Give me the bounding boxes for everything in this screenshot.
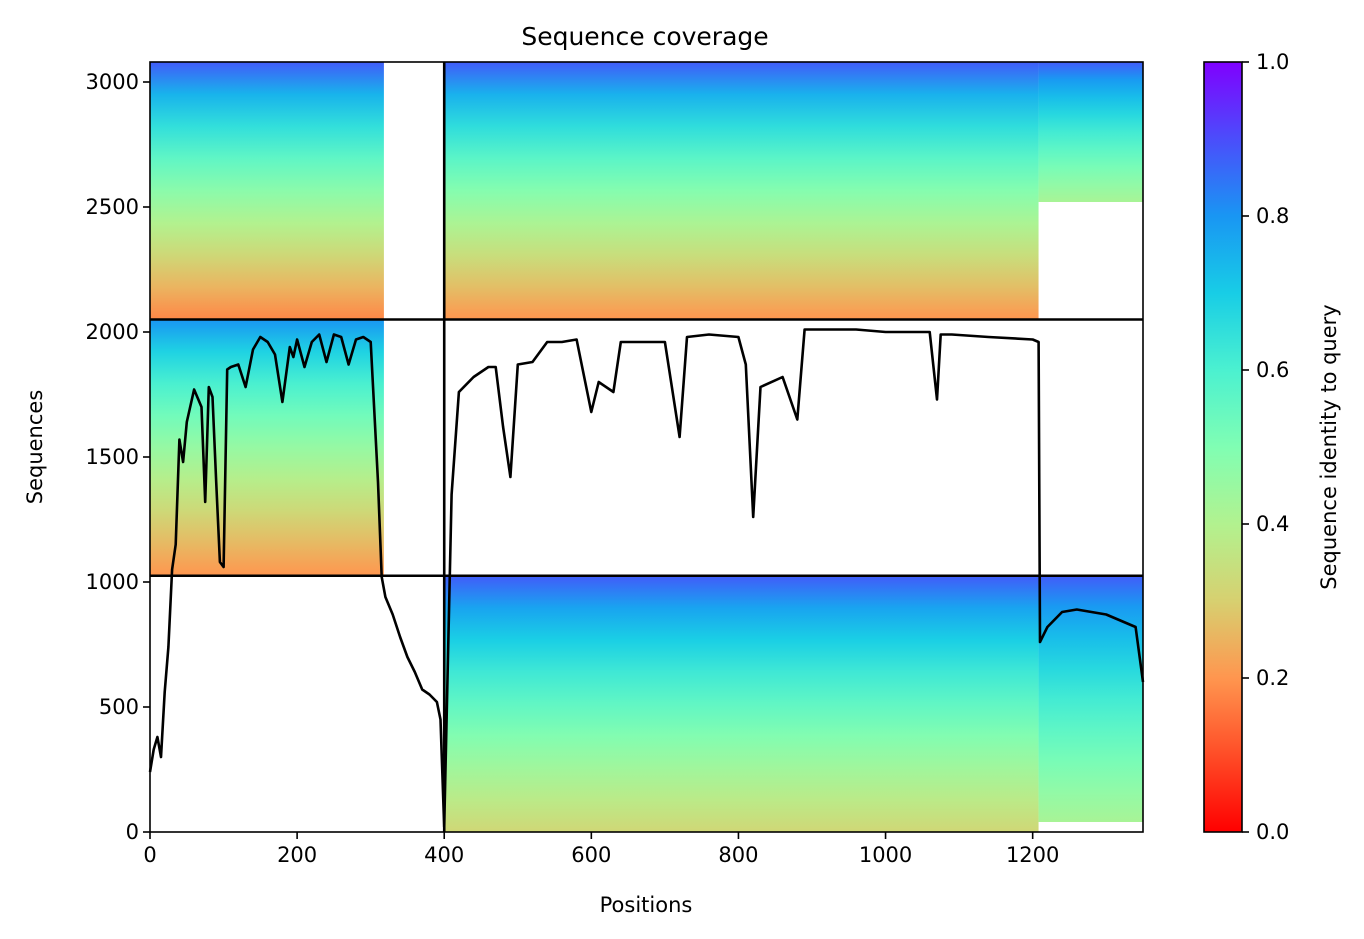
y-tick-label: 0 xyxy=(126,820,139,844)
y-tick-label: 2000 xyxy=(86,320,139,344)
coverage-line xyxy=(148,328,1145,829)
colorbar-tick-label: 0.8 xyxy=(1256,204,1289,228)
heatmap-block xyxy=(444,62,1039,320)
colorbar-tick-label: 0.0 xyxy=(1256,820,1289,844)
x-axis-label: Positions xyxy=(600,893,693,917)
colorbar-tick-label: 0.2 xyxy=(1256,666,1289,690)
x-tick-label: 600 xyxy=(571,843,611,867)
x-tick-label: 200 xyxy=(277,843,317,867)
y-axis-ticks: 0 500 1000 1500 2000 2500 3000 xyxy=(86,70,150,844)
x-tick-label: 0 xyxy=(143,843,156,867)
heatmap-block xyxy=(150,62,384,320)
x-axis-ticks: 0 200 400 600 800 1000 1200 xyxy=(143,832,1059,867)
coverage-heatmap xyxy=(150,62,1143,832)
coverage-line-group xyxy=(148,328,1145,829)
y-tick-label: 2500 xyxy=(86,195,139,219)
colorbar-tick-label: 0.4 xyxy=(1256,512,1289,536)
chart-title: Sequence coverage xyxy=(521,22,768,51)
y-axis-label: Sequences xyxy=(23,390,47,505)
y-tick-label: 1500 xyxy=(86,445,139,469)
heatmap-block xyxy=(150,319,384,576)
y-tick-label: 3000 xyxy=(86,70,139,94)
heatmap-block xyxy=(1038,62,1143,202)
chain-boundaries xyxy=(150,62,1143,832)
x-tick-label: 1000 xyxy=(859,843,912,867)
colorbar xyxy=(1203,61,1243,833)
x-tick-label: 400 xyxy=(424,843,464,867)
colorbar-tick-label: 1.0 xyxy=(1256,50,1289,74)
colorbar-label: Sequence identity to query xyxy=(1317,304,1341,589)
x-tick-label: 1200 xyxy=(1006,843,1059,867)
colorbar-tick-label: 0.6 xyxy=(1256,358,1289,382)
plot-frame xyxy=(149,61,1144,833)
y-tick-label: 1000 xyxy=(86,570,139,594)
heatmap-block xyxy=(444,575,1039,832)
colorbar-ticks: 0.0 0.2 0.4 0.6 0.8 1.0 xyxy=(1242,50,1289,844)
y-tick-label: 500 xyxy=(99,695,139,719)
x-tick-label: 800 xyxy=(718,843,758,867)
